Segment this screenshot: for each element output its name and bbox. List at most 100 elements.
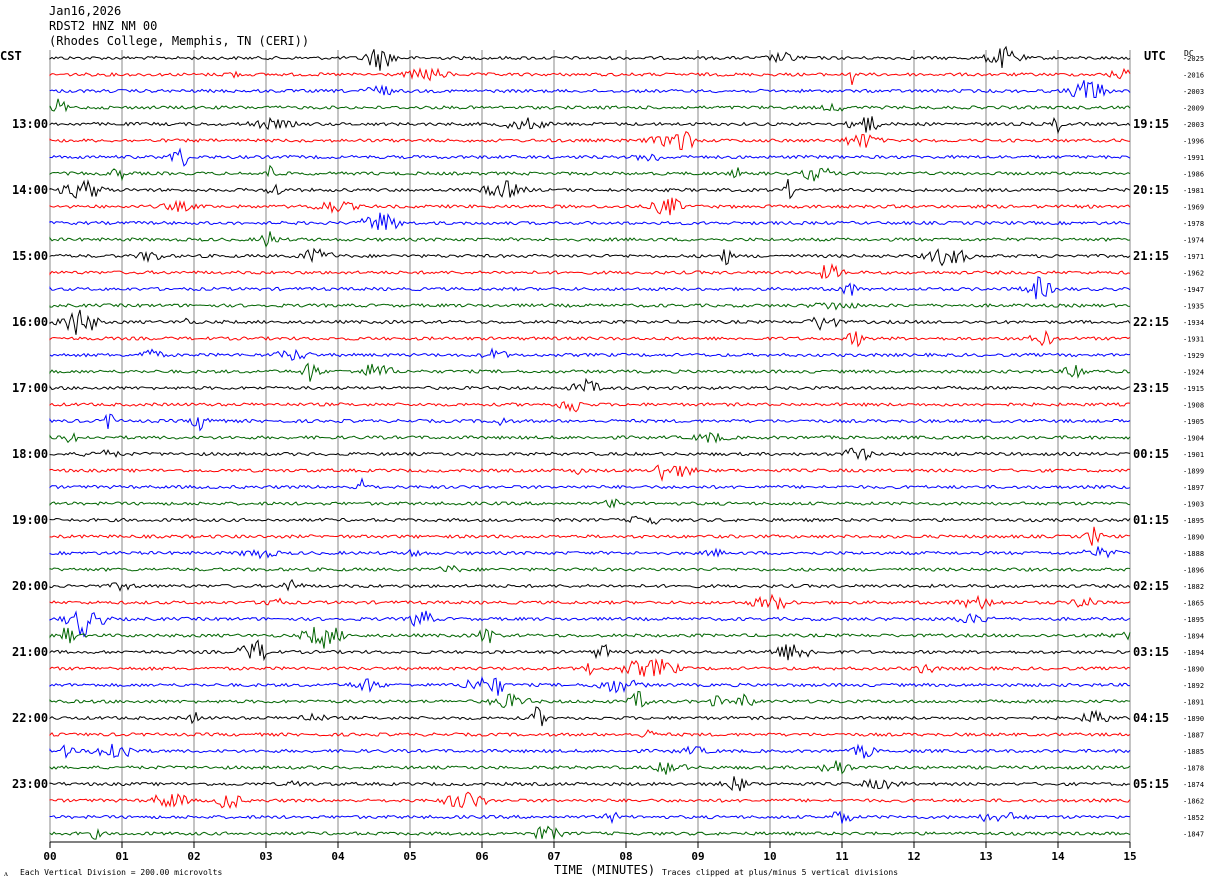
x-axis-label: TIME (MINUTES) <box>554 863 656 877</box>
trace-line <box>49 760 1131 775</box>
x-tick-label: 09 <box>691 850 704 863</box>
right-hour-label: 21:15 <box>1133 249 1169 263</box>
scale-note: Each Vertical Division = 200.00 microvol… <box>20 868 223 877</box>
left-hour-label: 14:00 <box>12 183 48 197</box>
trace-line <box>49 401 1131 413</box>
x-tick-label: 00 <box>43 850 56 863</box>
dc-offset-label: -1890 <box>1183 715 1204 723</box>
station-code: RDST2 HNZ NM 00 <box>49 19 158 33</box>
trace-line <box>49 130 1131 151</box>
trace-line <box>49 276 1131 300</box>
right-hour-label: 05:15 <box>1133 777 1169 791</box>
dc-offset-label: -1935 <box>1183 303 1204 311</box>
dc-offset-label: -2003 <box>1183 88 1204 96</box>
trace-line <box>49 639 1131 662</box>
left-hour-label: 20:00 <box>12 579 48 593</box>
right-hour-label: 04:15 <box>1133 711 1169 725</box>
dc-offset-label: -1904 <box>1183 435 1204 443</box>
dc-offset-label: -1991 <box>1183 154 1204 162</box>
dc-offset-label: -1903 <box>1183 501 1204 509</box>
dc-offset-label: -1931 <box>1183 336 1204 344</box>
trace-line <box>49 362 1131 382</box>
dc-offset-label: -1947 <box>1183 286 1204 294</box>
trace-line <box>49 791 1131 810</box>
trace-line <box>49 810 1131 825</box>
dc-offset-label: -2003 <box>1183 121 1204 129</box>
dc-offset-label: -2016 <box>1183 72 1204 80</box>
x-tick-label: 06 <box>475 850 489 863</box>
x-tick-label: 10 <box>763 850 776 863</box>
station-location: (Rhodes College, Memphis, TN (CERI)) <box>49 34 310 48</box>
dc-offset-label: -1862 <box>1183 798 1204 806</box>
right-hour-label: 00:15 <box>1133 447 1169 461</box>
trace-line <box>49 212 1131 230</box>
left-hour-label: 22:00 <box>12 711 48 725</box>
scale-icon: ᴧ <box>4 869 8 878</box>
x-tick-label: 03 <box>259 850 272 863</box>
dc-offset-label: -1905 <box>1183 418 1204 426</box>
right-hour-label: 20:15 <box>1133 183 1169 197</box>
trace-line <box>49 578 1131 592</box>
dc-offset-label: -1981 <box>1183 187 1204 195</box>
dc-offset-label: -1847 <box>1183 831 1204 839</box>
dc-offset-label: -1901 <box>1183 451 1204 459</box>
trace-line <box>49 67 1131 86</box>
dc-offset-label: -1894 <box>1183 633 1204 641</box>
dc-offset-label: -1915 <box>1183 385 1204 393</box>
x-tick-label: 14 <box>1051 850 1065 863</box>
dc-offset-label: -1971 <box>1183 253 1204 261</box>
trace-line <box>49 464 1131 482</box>
trace-line <box>49 164 1131 182</box>
trace-line <box>49 593 1131 610</box>
trace-line <box>49 564 1131 573</box>
dc-offset-label: -1888 <box>1183 550 1204 558</box>
trace-line <box>49 262 1131 279</box>
dc-offset-label: -1852 <box>1183 814 1204 822</box>
dc-offset-label: -1892 <box>1183 682 1204 690</box>
x-tick-label: 13 <box>979 850 992 863</box>
dc-offset-label: -1896 <box>1183 567 1204 575</box>
left-hour-label: 19:00 <box>12 513 48 527</box>
trace-line <box>49 626 1131 649</box>
right-hour-label: 22:15 <box>1133 315 1169 329</box>
dc-offset-label: -1924 <box>1183 369 1204 377</box>
trace-line <box>49 347 1131 361</box>
dc-offset-label: -1890 <box>1183 666 1204 674</box>
trace-line <box>49 197 1131 216</box>
trace-line <box>49 178 1131 200</box>
dc-offset-label: -1929 <box>1183 352 1204 360</box>
dc-offset-label: -1882 <box>1183 583 1204 591</box>
left-hour-label: 16:00 <box>12 315 48 329</box>
trace-line <box>49 690 1131 709</box>
dc-offset-label: -1895 <box>1183 616 1204 624</box>
trace-line <box>49 116 1131 135</box>
trace-line <box>49 477 1131 490</box>
dc-offset-label: -1878 <box>1183 765 1204 773</box>
trace-line <box>49 80 1131 98</box>
right-hour-label: 03:15 <box>1133 645 1169 659</box>
right-hour-label: 02:15 <box>1133 579 1169 593</box>
trace-line <box>49 147 1131 167</box>
trace-line <box>49 98 1131 113</box>
trace-line <box>49 743 1131 759</box>
x-tick-label: 15 <box>1123 850 1136 863</box>
left-hour-label: 18:00 <box>12 447 48 461</box>
left-hour-label: 23:00 <box>12 777 48 791</box>
trace-line <box>49 825 1131 840</box>
left-hour-label: 13:00 <box>12 117 48 131</box>
trace-line <box>49 413 1131 432</box>
trace-line <box>49 729 1131 738</box>
x-tick-label: 12 <box>907 850 920 863</box>
trace-line <box>49 231 1131 248</box>
dc-offset-label: -1897 <box>1183 484 1204 492</box>
x-tick-label: 07 <box>547 850 560 863</box>
trace-line <box>49 515 1131 525</box>
trace-line <box>49 658 1131 677</box>
chart-date: Jan16,2026 <box>49 4 122 18</box>
right-hour-label: 23:15 <box>1133 381 1169 395</box>
trace-line <box>49 526 1131 546</box>
dc-offset-label: -1934 <box>1183 319 1204 327</box>
x-tick-label: 01 <box>115 850 129 863</box>
dc-offset-label: -1969 <box>1183 204 1204 212</box>
